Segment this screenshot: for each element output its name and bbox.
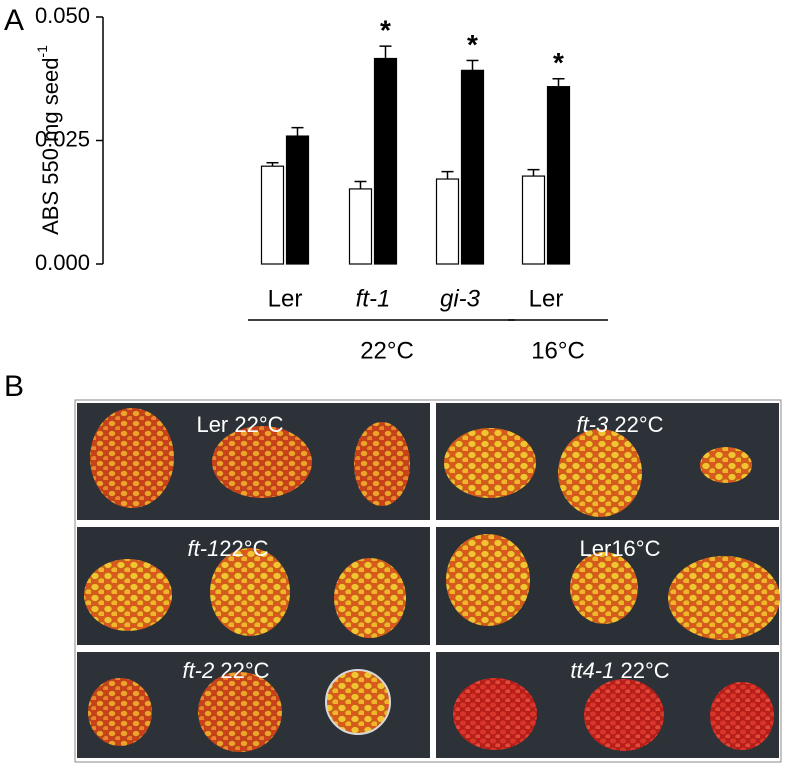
seed-cluster bbox=[700, 447, 752, 483]
photo-panel bbox=[74, 399, 782, 763]
seed-cluster bbox=[558, 429, 642, 517]
bar bbox=[460, 69, 485, 265]
x-tick-label: gi-3 bbox=[440, 285, 481, 312]
y-axis-label-text: ABS 550 mg seed bbox=[38, 58, 63, 235]
seed-cluster bbox=[453, 678, 537, 750]
seed-cluster bbox=[198, 672, 282, 752]
seed-cluster bbox=[210, 548, 290, 636]
y-tick-label: 0.025 bbox=[35, 126, 90, 151]
seed-cluster bbox=[90, 408, 174, 508]
photo-label: Ler16°C bbox=[580, 536, 661, 561]
bar bbox=[373, 57, 398, 265]
seed-cluster bbox=[325, 669, 391, 735]
y-axis-label-superscript: -1 bbox=[34, 45, 50, 58]
panel-label: B bbox=[4, 370, 24, 403]
y-tick-label: 0.000 bbox=[35, 250, 90, 275]
photo-label-part: Ler16°C bbox=[580, 536, 661, 561]
photo-label-part: 22°C bbox=[219, 536, 268, 561]
x-tick-label: ft-1 bbox=[356, 285, 391, 312]
photo-label-part: tt4-1 bbox=[570, 658, 614, 683]
group-label: 22°C bbox=[360, 337, 414, 364]
significance-mark: * bbox=[380, 15, 391, 46]
group-label: 16°C bbox=[531, 337, 585, 364]
photo-label-part: 22°C bbox=[614, 658, 669, 683]
seed-cluster bbox=[584, 679, 664, 751]
photo-label: tt4-1 22°C bbox=[570, 658, 669, 683]
bar bbox=[435, 178, 460, 265]
seed-cluster bbox=[444, 428, 536, 498]
photo-label: ft-3 22°C bbox=[576, 412, 663, 437]
seed-cluster bbox=[710, 682, 774, 750]
photo-label-part: Ler 22°C bbox=[196, 412, 283, 437]
bar bbox=[260, 165, 285, 265]
photo-label-part: 22°C bbox=[608, 412, 663, 437]
significance-mark: * bbox=[553, 47, 564, 78]
x-tick-label: Ler bbox=[529, 285, 564, 312]
seed-cluster bbox=[334, 558, 406, 638]
photo-label-part: ft-2 bbox=[182, 658, 214, 683]
bar bbox=[285, 135, 310, 265]
seed-cluster bbox=[88, 678, 152, 746]
y-tick-label: 0.050 bbox=[35, 3, 90, 28]
y-axis-label: ABS 550 mg seed-1 bbox=[34, 45, 63, 235]
seed-cluster bbox=[446, 534, 530, 626]
photo-label: ft-122°C bbox=[188, 536, 269, 561]
panel-label: A bbox=[4, 4, 24, 37]
x-tick-label: Ler bbox=[268, 285, 303, 312]
significance-mark: * bbox=[467, 29, 478, 60]
bar bbox=[521, 175, 546, 265]
photo-label: Ler 22°C bbox=[196, 412, 283, 437]
seed-cluster bbox=[212, 426, 312, 498]
photo-label-part: ft-1 bbox=[188, 536, 220, 561]
photo-label-part: 22°C bbox=[214, 658, 269, 683]
bar bbox=[546, 86, 571, 265]
seed-cluster bbox=[570, 552, 638, 624]
photo-label-part: ft-3 bbox=[576, 412, 609, 437]
seed-cluster bbox=[668, 556, 780, 640]
bar bbox=[348, 188, 373, 265]
seed-cluster bbox=[354, 422, 410, 506]
seed-cluster bbox=[84, 559, 172, 631]
photo-label: ft-2 22°C bbox=[182, 658, 269, 683]
